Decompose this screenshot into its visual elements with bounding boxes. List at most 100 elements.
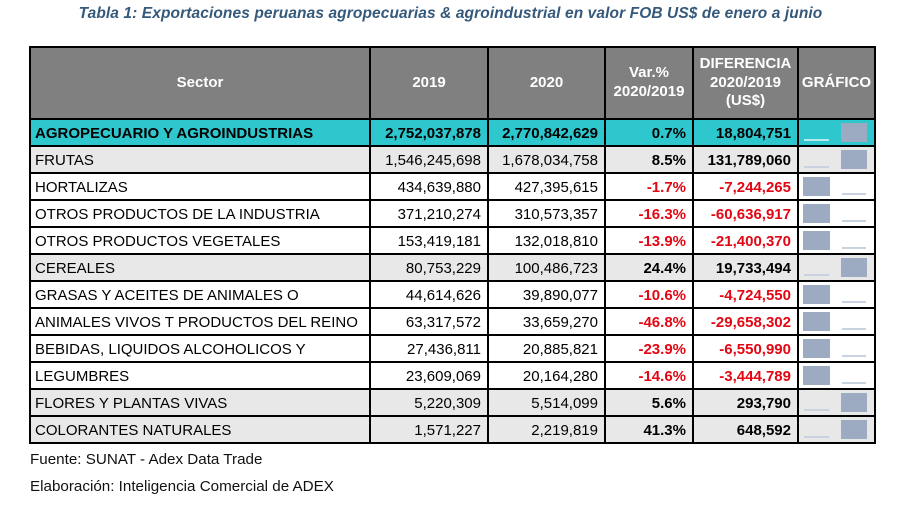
header-2020: 2020 xyxy=(487,46,606,120)
baseline-tick-icon xyxy=(804,409,829,411)
mini-bar-chart xyxy=(800,391,874,414)
mini-bar-chart xyxy=(800,175,874,198)
diferencia-cell: -3,444,789 xyxy=(692,361,799,390)
table-row: FLORES Y PLANTAS VIVAS 5,220,309 5,514,099… xyxy=(29,388,876,417)
sector-cell: BEBIDAS, LIQUIDOS ALCOHOLICOS Y xyxy=(29,334,371,363)
baseline-tick-icon xyxy=(804,274,829,276)
sector-cell: FLORES Y PLANTAS VIVAS xyxy=(29,388,371,417)
positive-half xyxy=(837,418,874,441)
negative-half xyxy=(800,283,837,306)
grafico-cell xyxy=(797,172,876,201)
table-row: COLORANTES NATURALES 1,571,227 2,219,819 41… xyxy=(29,415,876,444)
value-2020-cell: 1,678,034,758 xyxy=(487,145,606,174)
sector-cell: LEGUMBRES xyxy=(29,361,371,390)
positive-half xyxy=(837,175,874,198)
grafico-cell xyxy=(797,118,876,147)
baseline-tick-icon xyxy=(841,355,866,357)
value-2019-cell: 2,752,037,878 xyxy=(369,118,489,147)
value-2020-cell: 2,219,819 xyxy=(487,415,606,444)
mini-bar-chart xyxy=(800,256,873,279)
source-notes: Fuente: SUNAT - Adex Data Trade Elaborac… xyxy=(30,446,334,500)
baseline-tick-icon xyxy=(804,436,829,438)
negative-bar-icon xyxy=(803,231,830,250)
grafico-cell xyxy=(797,145,876,174)
positive-half xyxy=(837,391,874,414)
value-2020-cell: 427,395,615 xyxy=(487,172,606,201)
diferencia-cell: -60,636,917 xyxy=(692,199,799,228)
negative-half xyxy=(800,256,837,279)
value-2020-cell: 20,164,280 xyxy=(487,361,606,390)
table-row: ANIMALES VIVOS T PRODUCTOS DEL REINO 63,3… xyxy=(29,307,876,336)
source-line: Fuente: SUNAT - Adex Data Trade xyxy=(30,451,263,468)
sector-cell: AGROPECUARIO Y AGROINDUSTRIAS xyxy=(29,118,371,147)
diferencia-cell: 648,592 xyxy=(692,415,799,444)
positive-half xyxy=(837,202,874,225)
positive-half xyxy=(837,121,874,144)
negative-half xyxy=(800,229,837,252)
mini-bar-chart xyxy=(800,283,874,306)
var-percent-cell: 41.3% xyxy=(604,415,694,444)
value-2020-cell: 39,890,077 xyxy=(487,280,606,309)
sector-cell: COLORANTES NATURALES xyxy=(29,415,371,444)
mini-bar-chart xyxy=(800,310,873,333)
negative-half xyxy=(800,391,837,414)
table-row: BEBIDAS, LIQUIDOS ALCOHOLICOS Y 27,436,81… xyxy=(29,334,876,363)
var-percent-cell: 0.7% xyxy=(604,118,694,147)
value-2019-cell: 27,436,811 xyxy=(369,334,489,363)
diferencia-cell: 293,790 xyxy=(692,388,799,417)
mini-bar-chart xyxy=(800,121,874,144)
header-2019: 2019 xyxy=(369,46,489,120)
grafico-cell xyxy=(797,199,876,228)
negative-half xyxy=(800,364,837,387)
negative-bar-icon xyxy=(803,285,830,304)
table-row: CEREALES 80,753,229 100,486,723 24.4% 19,733… xyxy=(29,253,876,282)
baseline-tick-icon xyxy=(841,382,866,384)
mini-bar-chart xyxy=(800,418,874,441)
table-row: OTROS PRODUCTOS VEGETALES 153,419,181 132,… xyxy=(29,226,876,255)
var-percent-cell: -23.9% xyxy=(604,334,694,363)
var-percent-cell: 24.4% xyxy=(604,253,694,282)
sector-cell: FRUTAS xyxy=(29,145,371,174)
positive-bar-icon xyxy=(840,393,867,412)
exports-table-wrapper: Sector 2019 2020 Var.% 2020/2019 DIFEREN… xyxy=(29,46,876,444)
negative-bar-icon xyxy=(803,177,830,196)
table-header: Sector 2019 2020 Var.% 2020/2019 DIFEREN… xyxy=(29,46,876,120)
baseline-tick-icon xyxy=(804,139,829,141)
header-sector: Sector xyxy=(29,46,371,120)
diferencia-cell: -7,244,265 xyxy=(692,172,799,201)
var-percent-cell: -14.6% xyxy=(604,361,694,390)
exports-table: Sector 2019 2020 Var.% 2020/2019 DIFEREN… xyxy=(29,46,876,444)
header-grafico: GRÁFICO xyxy=(797,46,876,120)
negative-half xyxy=(800,418,837,441)
negative-half xyxy=(800,310,837,333)
value-2020-cell: 132,018,810 xyxy=(487,226,606,255)
baseline-tick-icon xyxy=(841,220,866,222)
grafico-cell xyxy=(797,307,876,336)
mini-bar-chart xyxy=(800,148,873,171)
var-percent-cell: -46.8% xyxy=(604,307,694,336)
negative-bar-icon xyxy=(803,339,830,358)
table-row: LEGUMBRES 23,609,069 20,164,280 -14.6% -3,44… xyxy=(29,361,876,390)
negative-half xyxy=(800,337,837,360)
value-2020-cell: 2,770,842,629 xyxy=(487,118,606,147)
negative-half xyxy=(800,202,837,225)
positive-half xyxy=(837,283,874,306)
positive-half xyxy=(837,364,874,387)
header-diferencia: DIFERENCIA 2020/2019 (US$) xyxy=(692,46,799,120)
var-percent-cell: 8.5% xyxy=(604,145,694,174)
sector-cell: OTROS PRODUCTOS VEGETALES xyxy=(29,226,371,255)
elaboration-line: Elaboración: Inteligencia Comercial de A… xyxy=(30,478,334,495)
negative-bar-icon xyxy=(803,366,830,385)
grafico-cell xyxy=(797,226,876,255)
negative-half xyxy=(800,121,837,144)
sector-cell: HORTALIZAS xyxy=(29,172,371,201)
header-var: Var.% 2020/2019 xyxy=(604,46,694,120)
diferencia-cell: 18,804,751 xyxy=(692,118,799,147)
diferencia-cell: 19,733,494 xyxy=(692,253,799,282)
value-2020-cell: 5,514,099 xyxy=(487,388,606,417)
value-2019-cell: 371,210,274 xyxy=(369,199,489,228)
mini-bar-chart xyxy=(800,337,873,360)
table-row: GRASAS Y ACEITES DE ANIMALES O 44,614,626… xyxy=(29,280,876,309)
var-percent-cell: 5.6% xyxy=(604,388,694,417)
